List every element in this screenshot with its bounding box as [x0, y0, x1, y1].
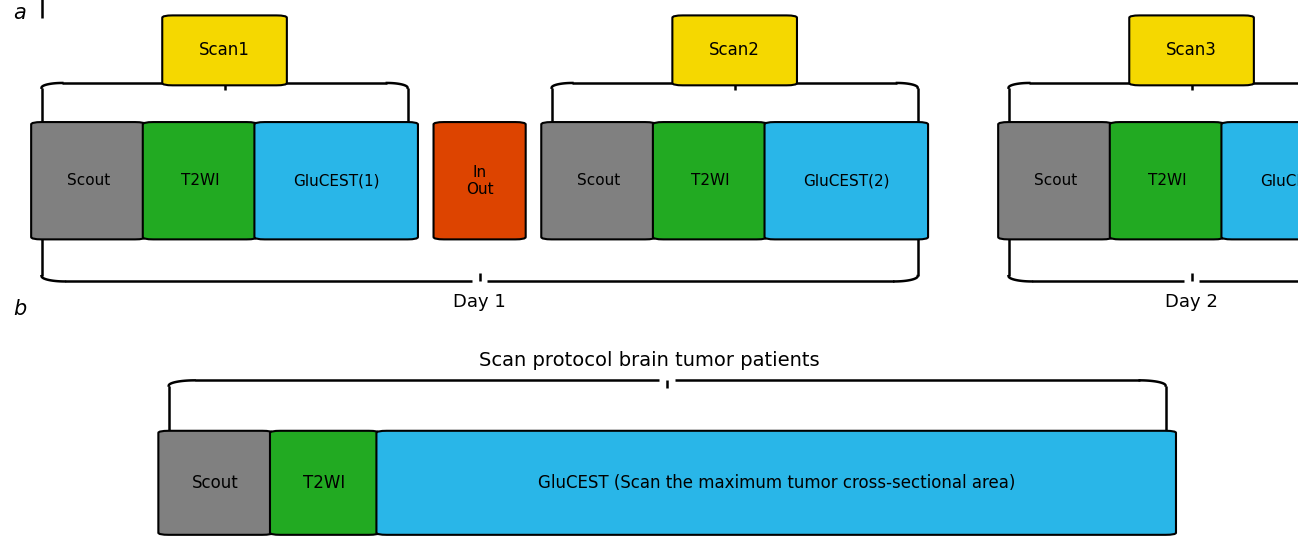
Text: GluCEST(3): GluCEST(3)	[1260, 173, 1298, 188]
FancyBboxPatch shape	[1129, 16, 1254, 86]
Text: Day 1: Day 1	[453, 293, 506, 311]
Text: GluCEST (Scan the maximum tumor cross-sectional area): GluCEST (Scan the maximum tumor cross-se…	[537, 474, 1015, 492]
Text: GluCEST(1): GluCEST(1)	[293, 173, 379, 188]
FancyBboxPatch shape	[765, 122, 928, 239]
FancyBboxPatch shape	[998, 122, 1112, 239]
Text: Scan2: Scan2	[709, 41, 761, 59]
FancyBboxPatch shape	[376, 431, 1176, 535]
FancyBboxPatch shape	[158, 431, 273, 535]
Text: T2WI: T2WI	[1147, 173, 1186, 188]
FancyBboxPatch shape	[434, 122, 526, 239]
FancyBboxPatch shape	[31, 122, 145, 239]
Text: a: a	[13, 3, 26, 23]
Text: T2WI: T2WI	[691, 173, 729, 188]
Text: Day 2: Day 2	[1166, 293, 1218, 311]
FancyBboxPatch shape	[672, 16, 797, 86]
Text: Scan3: Scan3	[1166, 41, 1218, 59]
Text: GluCEST(2): GluCEST(2)	[803, 173, 889, 188]
Text: Scan protocol brain tumor patients: Scan protocol brain tumor patients	[479, 351, 819, 370]
FancyBboxPatch shape	[143, 122, 257, 239]
FancyBboxPatch shape	[162, 16, 287, 86]
FancyBboxPatch shape	[541, 122, 655, 239]
FancyBboxPatch shape	[1221, 122, 1298, 239]
FancyBboxPatch shape	[653, 122, 767, 239]
Text: Scout: Scout	[576, 173, 620, 188]
Text: T2WI: T2WI	[304, 474, 345, 492]
Text: Scout: Scout	[192, 474, 239, 492]
FancyBboxPatch shape	[254, 122, 418, 239]
Text: T2WI: T2WI	[180, 173, 219, 188]
FancyBboxPatch shape	[1110, 122, 1224, 239]
Text: In
Out: In Out	[466, 164, 493, 197]
Text: Scout: Scout	[66, 173, 110, 188]
FancyBboxPatch shape	[270, 431, 379, 535]
Text: Scan1: Scan1	[199, 41, 251, 59]
Text: b: b	[13, 299, 26, 319]
Text: Scout: Scout	[1033, 173, 1077, 188]
